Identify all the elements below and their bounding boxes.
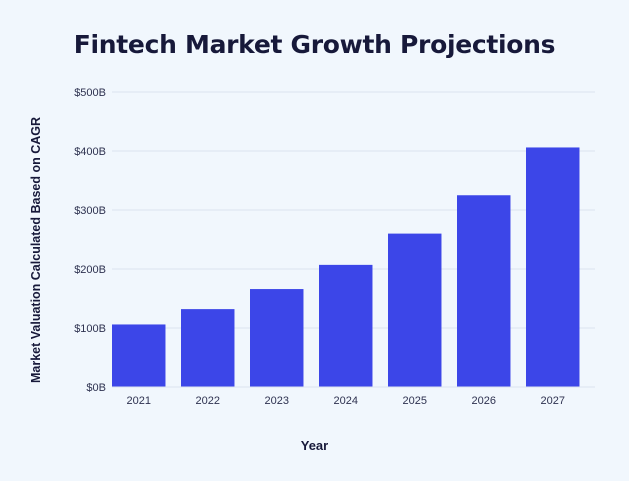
x-tick-label: 2021 [126,395,150,407]
x-axis-title: Year [300,438,329,453]
y-tick-label: $300B [74,205,106,217]
y-tick-label: $500B [74,87,106,99]
y-tick-label: $400B [74,146,106,158]
bar [250,289,304,387]
x-tick-label: 2026 [471,395,495,407]
bar [526,147,580,387]
bar [181,309,235,387]
x-tick-label: 2023 [264,395,288,407]
bar [112,324,166,387]
y-tick-label: $0B [86,382,106,394]
x-tick-label: 2022 [195,395,219,407]
y-tick-label: $200B [74,264,106,276]
x-tick-label: 2027 [540,395,564,407]
x-tick-label: 2025 [402,395,426,407]
x-tick-label: 2024 [333,395,357,407]
bar [457,195,511,387]
chart-title: Fintech Market Growth Projections [73,30,556,59]
bar [388,233,442,387]
bar [319,264,373,387]
y-tick-label: $100B [74,323,106,335]
